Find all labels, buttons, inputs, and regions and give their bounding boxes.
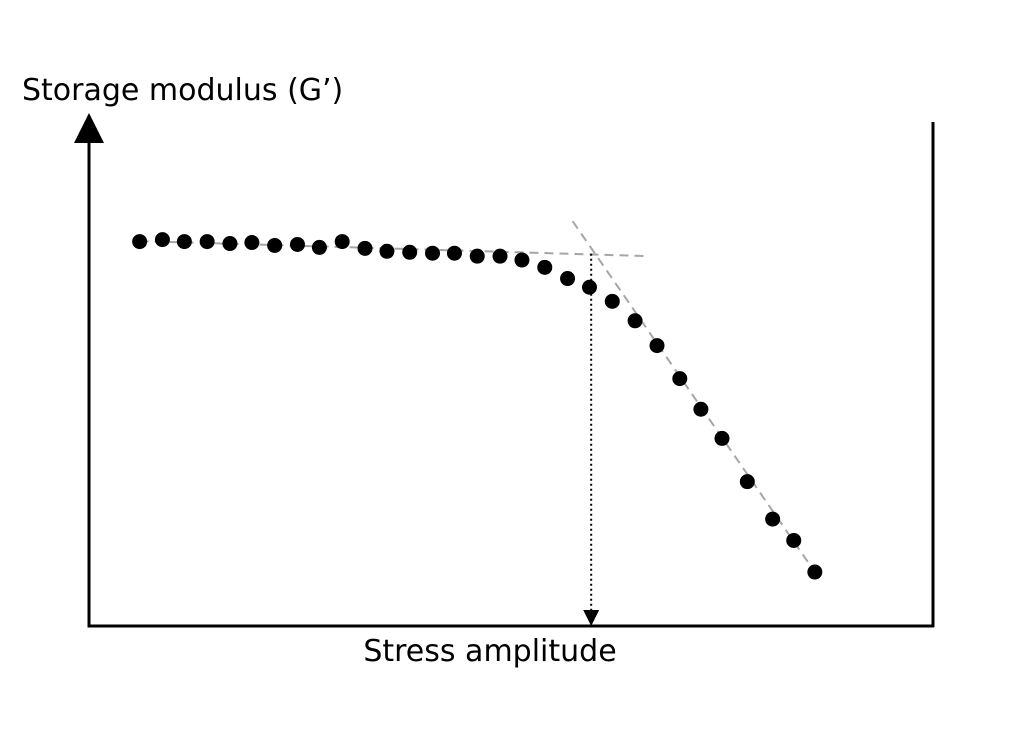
data-point <box>581 279 597 295</box>
data-point <box>446 245 462 261</box>
data-point <box>492 248 508 264</box>
data-point <box>786 532 802 548</box>
data-point <box>714 430 730 446</box>
fit-line-2 <box>571 220 816 573</box>
data-point <box>176 234 192 250</box>
data-point <box>765 511 781 527</box>
data-point <box>244 235 260 251</box>
data-point <box>469 248 485 264</box>
data-point <box>289 236 305 252</box>
data-point <box>649 338 665 354</box>
data-point <box>739 474 755 490</box>
data-point <box>560 271 576 287</box>
data-point <box>693 401 709 417</box>
data-point <box>267 237 283 253</box>
data-point <box>402 244 418 260</box>
data-point <box>627 313 643 329</box>
data-point <box>672 371 688 387</box>
data-point <box>604 293 620 309</box>
data-point <box>311 239 327 255</box>
data-point <box>154 232 170 248</box>
data-point <box>334 234 350 250</box>
data-point <box>132 234 148 250</box>
data-point <box>425 245 441 261</box>
fit-line-1 <box>139 240 650 258</box>
data-point <box>357 240 373 256</box>
data-point <box>807 564 823 580</box>
data-point <box>379 243 395 259</box>
data-point <box>199 234 215 250</box>
y-axis-title: Storage modulus (G’) <box>22 73 343 108</box>
data-point <box>222 236 238 252</box>
annotation-layer <box>139 220 816 626</box>
data-points <box>132 232 823 580</box>
data-point <box>514 252 530 268</box>
data-point <box>537 259 553 275</box>
x-axis-title: Stress amplitude <box>363 634 616 669</box>
